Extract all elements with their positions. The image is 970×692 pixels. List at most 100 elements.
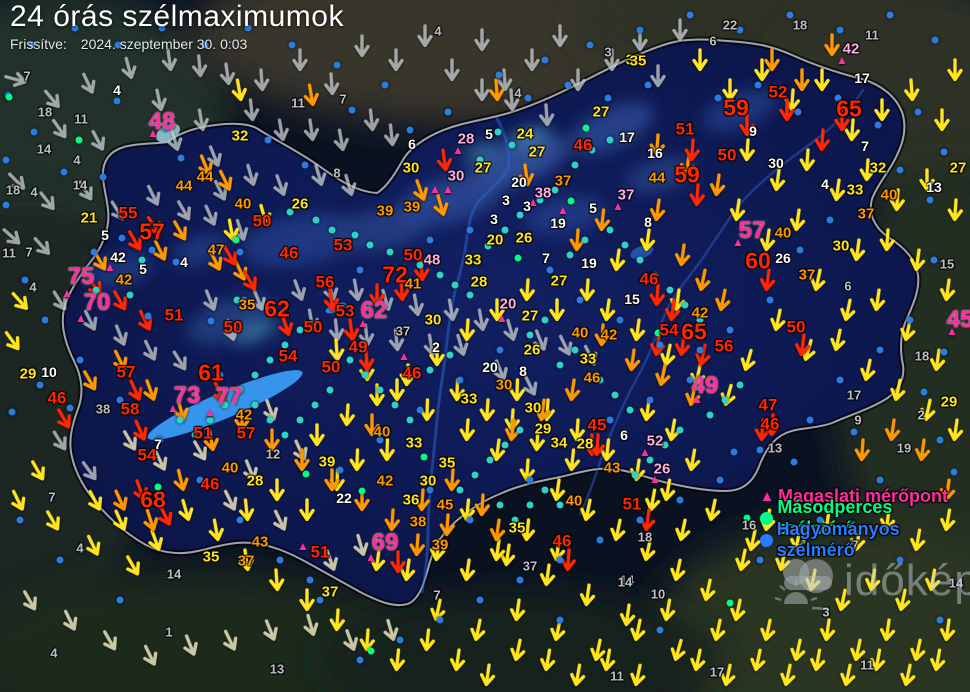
station-value: 53 (335, 301, 355, 321)
wind-arrow (477, 397, 497, 431)
station-value: 14 (948, 575, 964, 591)
station-value: 50 (223, 317, 243, 337)
station-dot-traditional (8, 408, 16, 416)
wind-arrow (625, 616, 649, 652)
station-dot-traditional (656, 626, 664, 634)
station-dot-traditional (406, 126, 414, 134)
station-dot-traditional (436, 616, 444, 624)
station-dot-traditional (850, 428, 858, 436)
station-dot (526, 331, 534, 339)
wind-arrow (379, 616, 405, 653)
station-value: 49 (348, 337, 368, 357)
station-value: 9 (749, 123, 757, 139)
station-dot-traditional (90, 248, 98, 256)
station-value: 18 (792, 17, 808, 33)
header: 24 órás szélmaximumok Frissítve: 2024. sz… (10, 0, 344, 52)
station-value: 27 (521, 307, 539, 325)
station-value: 6 (844, 278, 852, 294)
station-dot-traditional (676, 496, 684, 504)
wind-arrow (649, 64, 667, 97)
wind-arrow (626, 317, 648, 352)
station-dot (446, 351, 454, 359)
wind-arrow (169, 466, 194, 502)
station-dot-traditional (716, 476, 724, 484)
tisza-river (578, 88, 865, 516)
station-value: 20 (511, 174, 527, 190)
station-dot (236, 386, 244, 394)
wind-arrow (505, 636, 529, 672)
station-value: 30 (447, 167, 465, 185)
station-dot-per-second (75, 136, 83, 144)
wind-arrow (301, 117, 323, 152)
wind-arrow (197, 201, 227, 238)
wind-arrow (326, 317, 347, 352)
station-value: 19 (896, 440, 912, 456)
station-dot (516, 426, 524, 434)
station-dot-traditional (836, 376, 844, 384)
station-value: 28 (576, 435, 594, 453)
station-value: 11 (610, 668, 624, 684)
station-value: 39 (403, 198, 421, 216)
station-dot (346, 356, 354, 364)
green-dot-icon (760, 511, 774, 525)
wind-arrow (536, 562, 558, 597)
station-dot-traditional (207, 317, 215, 325)
wind-arrow (670, 516, 694, 552)
station-value: 48 (148, 108, 176, 135)
station-value: 10 (41, 364, 57, 380)
station-value: 26 (291, 195, 309, 213)
wind-arrow (267, 567, 287, 601)
wind-arrow (440, 297, 463, 333)
wind-arrow (57, 606, 88, 644)
station-dot-traditional (726, 326, 734, 334)
wind-arrow (337, 402, 357, 436)
wind-arrow (605, 516, 629, 552)
station-value: 14 (166, 566, 182, 582)
station-value: 4 (50, 645, 58, 661)
station-value: 33 (464, 251, 482, 269)
station-value: 4 (73, 152, 81, 168)
station-value: 46 (402, 363, 422, 383)
station-value: 68 (140, 486, 166, 513)
station-value: 44 (648, 169, 666, 187)
wind-arrow (946, 58, 964, 91)
station-value: 20 (499, 295, 517, 313)
wind-arrow (347, 448, 366, 482)
station-value: 3 (490, 211, 498, 227)
station-value: 52 (768, 82, 788, 102)
station-value: 30 (524, 399, 542, 417)
station-value: 14 (36, 141, 52, 157)
wind-arrow (585, 636, 609, 672)
wind-arrow (80, 531, 111, 569)
station-dot (451, 281, 459, 289)
station-dot-traditional (930, 256, 938, 264)
station-dot-traditional (886, 11, 894, 19)
station-dot (221, 401, 229, 409)
wind-arrow (835, 296, 859, 332)
station-dot (571, 161, 579, 169)
station-dot-traditional (201, 41, 209, 49)
station-value: 42 (376, 472, 394, 490)
station-dot-traditional (564, 81, 572, 89)
station-value: 4 (180, 254, 188, 270)
wind-arrow (925, 647, 948, 683)
station-dot (494, 128, 502, 136)
station-value: 8 (333, 165, 341, 181)
station-dot-traditional (606, 416, 614, 424)
station-value: 7 (23, 68, 31, 84)
station-dot-traditional (316, 596, 324, 604)
station-dot (611, 391, 619, 399)
station-value: 28 (457, 130, 475, 148)
wind-arrow (308, 423, 326, 456)
station-value: 22 (722, 17, 738, 33)
wind-arrow (476, 662, 498, 692)
station-dot-traditional (118, 234, 126, 242)
station-value: 17 (709, 664, 725, 680)
station-value: 19 (581, 255, 597, 271)
peak-marker-icon: ▲ (442, 182, 454, 196)
station-dot (621, 241, 629, 249)
wind-arrow (470, 307, 493, 343)
station-value: 53 (333, 235, 353, 255)
station-dot (596, 376, 604, 384)
wind-arrow (449, 331, 475, 368)
